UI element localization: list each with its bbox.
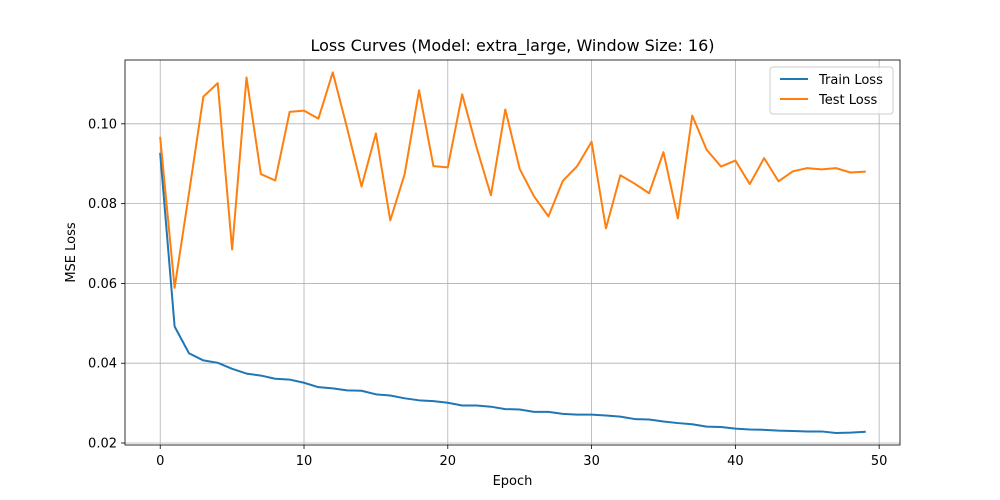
series-layer [159, 71, 866, 435]
plot-frame [124, 59, 901, 446]
legend: Train Loss Test Loss [769, 66, 894, 115]
y-tick-label: 0.10 [88, 117, 117, 132]
legend-label-train-loss: Train Loss [818, 73, 883, 88]
y-axis-title: MSE Loss [64, 222, 79, 283]
x-tick-label: 20 [440, 454, 457, 469]
series-line-test-loss [159, 71, 866, 289]
x-tick-label: 40 [727, 454, 744, 469]
legend-label-test-loss: Test Loss [818, 93, 877, 108]
x-axis-title: Epoch [493, 474, 533, 489]
y-tick-label: 0.08 [88, 197, 117, 212]
x-tick-label: 50 [871, 454, 888, 469]
y-tick-label: 0.02 [88, 437, 117, 452]
x-tick-label: 30 [583, 454, 600, 469]
y-tick-label: 0.04 [88, 357, 117, 372]
x-tick-label: 10 [296, 454, 313, 469]
series-line-train-loss [159, 152, 866, 435]
tick-layer: 0 10 20 30 40 50 0.02 0.04 0.06 0.08 0.10 [88, 117, 887, 469]
x-tick-label: 0 [156, 454, 164, 469]
grid-layer [125, 60, 900, 445]
y-tick-label: 0.06 [88, 277, 117, 292]
chart-title: Loss Curves (Model: extra_large, Window … [310, 36, 714, 56]
